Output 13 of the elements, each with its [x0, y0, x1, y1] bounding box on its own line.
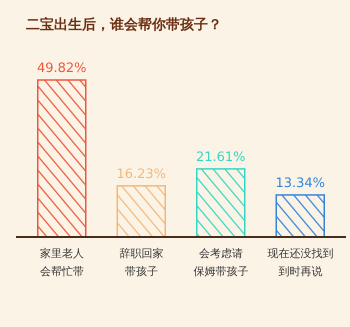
- bar: [116, 185, 166, 238]
- bar: [196, 168, 246, 238]
- x-tick-label: 会考虑请保姆带孩子: [193, 247, 248, 278]
- bar: [37, 79, 86, 238]
- x-tick-label: 现在还没找到到时再说: [267, 247, 334, 278]
- chart-title: 二宝出生后，谁会帮你带孩子？: [26, 16, 222, 33]
- data-label: 13.34%: [275, 176, 326, 191]
- x-tick-label: 辞职回家带孩子: [119, 247, 164, 278]
- bar: [276, 194, 325, 238]
- x-tick-label: 家里老人会帮忙带: [40, 247, 84, 278]
- data-label: 21.61%: [196, 150, 246, 165]
- data-label: 49.82%: [36, 61, 87, 76]
- data-label: 16.23%: [116, 166, 166, 182]
